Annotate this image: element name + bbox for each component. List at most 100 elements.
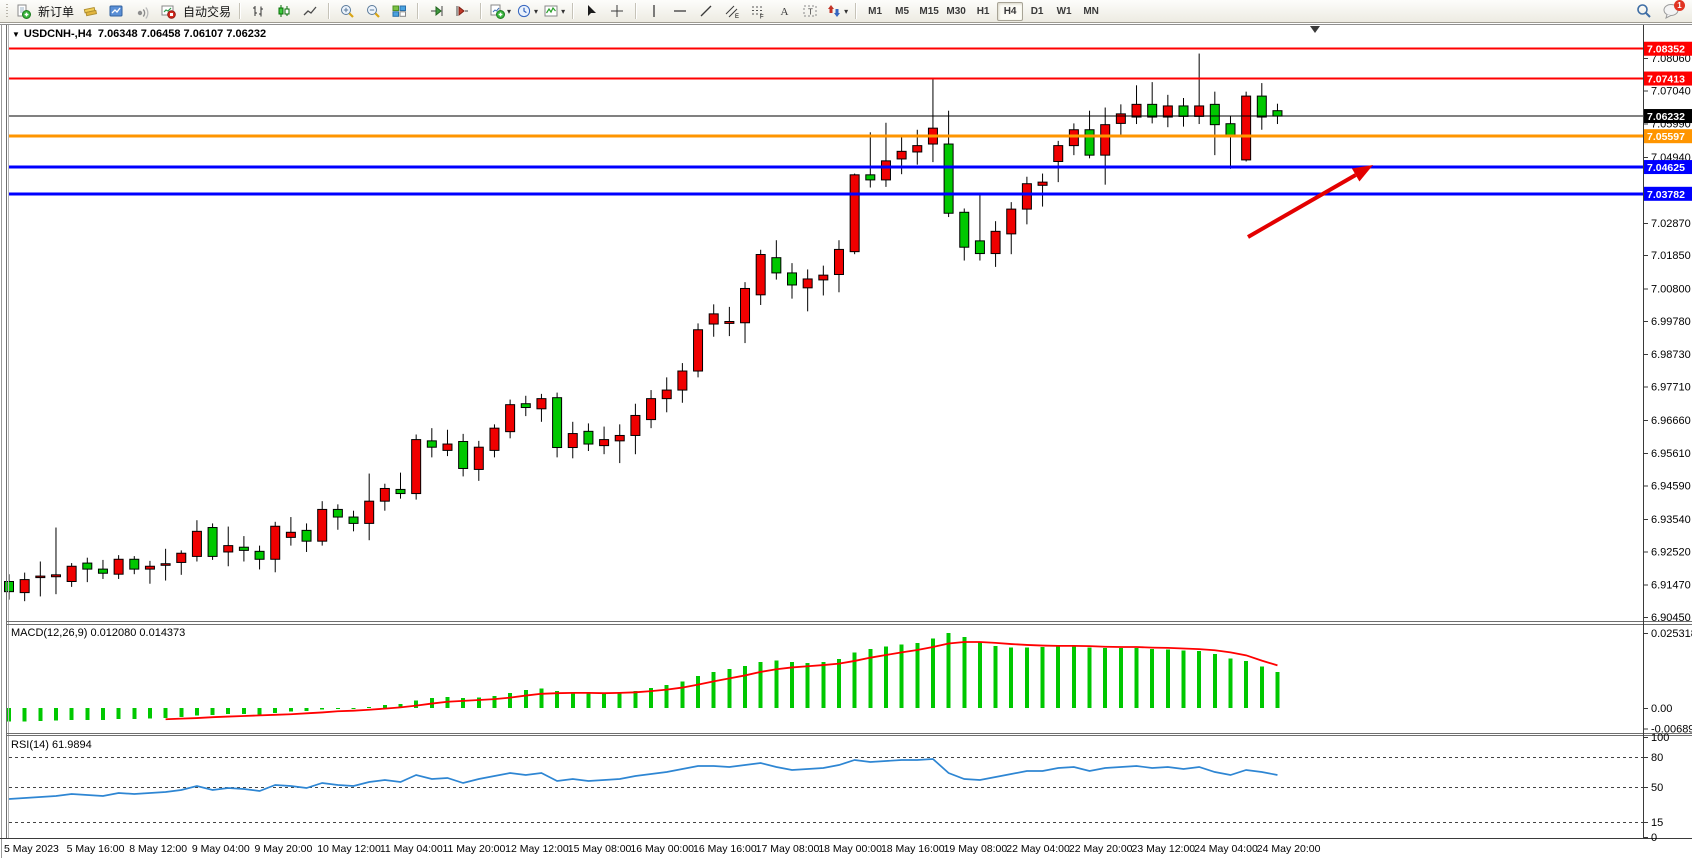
timeframe-h1-button[interactable]: H1 xyxy=(976,5,990,17)
timeframe-m30-button[interactable]: M30 xyxy=(946,5,966,17)
timeframe-m1-button[interactable]: M1 xyxy=(868,5,883,17)
arrows-tool-button[interactable]: ▾ xyxy=(824,1,850,22)
chart-shift-marker[interactable] xyxy=(1310,26,1320,33)
line-chart-mode-button[interactable] xyxy=(298,1,323,22)
price-badge xyxy=(1644,186,1692,201)
rsi-line xyxy=(8,758,1278,800)
time-axis-label: 24 May 20:00 xyxy=(1257,843,1321,855)
horizontal-line-tool-button[interactable] xyxy=(668,1,693,22)
clock-icon xyxy=(517,4,531,17)
price-badge xyxy=(1644,71,1692,86)
time-axis-label: 10 May 12:00 xyxy=(317,843,381,855)
symbol-dropdown-icon[interactable]: ▼ xyxy=(12,30,20,39)
timeframe-w1-button[interactable]: W1 xyxy=(1056,5,1072,17)
time-axis: 5 May 2023 5 May 16:00 8 May 12:00 9 May 04… xyxy=(4,843,1321,855)
auto-scroll-button[interactable] xyxy=(424,1,449,22)
trend-arrow-head[interactable] xyxy=(1351,165,1373,182)
new-order-label[interactable]: 新订单 xyxy=(38,4,75,19)
vertical-line-icon xyxy=(653,4,655,17)
tile-windows-button[interactable] xyxy=(387,1,412,22)
chart-quote-line: 7.06348 7.06458 7.06107 7.06232 xyxy=(97,28,267,40)
price-tick-label: 6.99780 xyxy=(1651,316,1691,328)
candlestick-mode-button[interactable] xyxy=(272,1,297,22)
timeframe-d1-button[interactable]: D1 xyxy=(1030,5,1044,17)
price-badge xyxy=(1644,129,1692,144)
profile-chart-button[interactable] xyxy=(104,1,129,22)
price-badge-label: 7.04625 xyxy=(1647,162,1685,174)
macd-scale-label: 0.025318 xyxy=(1651,628,1692,640)
price-badge-label: 7.03782 xyxy=(1647,189,1685,201)
autotrading-icon xyxy=(161,5,176,19)
autotrading-label[interactable]: 自动交易 xyxy=(183,4,232,19)
zoom-out-button[interactable] xyxy=(361,1,386,22)
signal-icon xyxy=(137,6,149,19)
trendline-icon xyxy=(700,5,712,16)
fibonacci-tool-button[interactable]: F xyxy=(746,1,771,22)
cursor-button[interactable] xyxy=(579,1,604,22)
vertical-line-tool-button[interactable] xyxy=(642,1,667,22)
chart-shift-button[interactable] xyxy=(450,1,475,22)
price-badge xyxy=(1644,160,1692,175)
search-icon xyxy=(1636,4,1651,18)
trendline-tool-button[interactable] xyxy=(694,1,719,22)
arrow-shapes-icon xyxy=(828,4,841,17)
time-axis-label: 17 May 08:00 xyxy=(756,843,820,855)
time-axis-label: 9 May 04:00 xyxy=(192,843,250,855)
timeframe-m5-button[interactable]: M5 xyxy=(895,5,910,17)
chevron-down-icon: ▾ xyxy=(844,6,849,16)
bar-chart-mode-button[interactable] xyxy=(246,1,271,22)
crosshair-button[interactable] xyxy=(605,1,630,22)
rsi-scale-label: 0 xyxy=(1651,832,1657,844)
chat-button[interactable]: 1 xyxy=(1662,0,1685,20)
time-axis-label: 11 May 20:00 xyxy=(442,843,505,855)
timeframe-h4-button[interactable]: H4 xyxy=(997,1,1024,21)
price-badges: 7.08352 7.07413 7.06232 7.05597 7.04625 7.037… xyxy=(1644,41,1692,201)
autotrading-button[interactable] xyxy=(156,1,181,22)
toolbar-separator xyxy=(635,3,638,19)
market-watch-button[interactable] xyxy=(78,1,103,22)
toolbar-separator xyxy=(572,3,575,19)
chart-symbol: USDCNH-,H4 xyxy=(23,28,92,40)
periods-button[interactable]: ▾ xyxy=(514,1,540,22)
crosshair-icon xyxy=(611,4,624,17)
line-chart-icon xyxy=(303,6,317,15)
toolbar-grip[interactable] xyxy=(6,3,8,19)
price-badge-label: 7.05597 xyxy=(1647,131,1685,143)
price-tick-label: 6.92520 xyxy=(1651,546,1691,558)
trend-arrow-line[interactable] xyxy=(1247,173,1357,239)
time-axis-label: 12 May 12:00 xyxy=(505,843,569,855)
auto-scroll-icon xyxy=(431,5,443,16)
level-lines xyxy=(9,47,1643,196)
chevron-down-icon: ▾ xyxy=(507,6,512,16)
toolbar-separator xyxy=(480,3,483,19)
panel-borders xyxy=(0,24,1692,858)
label-tool-button[interactable]: T xyxy=(798,1,823,22)
indicators-button[interactable]: ▾ xyxy=(541,1,567,22)
price-tick-label: 7.00800 xyxy=(1651,283,1691,295)
price-badge-label: 7.08352 xyxy=(1647,44,1685,56)
chevron-down-icon: ▾ xyxy=(561,6,566,16)
zoom-in-button[interactable] xyxy=(335,1,360,22)
macd-scale-label: 0.00 xyxy=(1651,703,1672,715)
price-badge xyxy=(1644,41,1692,56)
svg-text:A: A xyxy=(781,6,789,18)
time-axis-label: 22 May 20:00 xyxy=(1069,843,1133,855)
timeframe-m15-button[interactable]: M15 xyxy=(919,5,939,17)
new-chart-button[interactable]: ▾ xyxy=(487,1,513,22)
toolbar-separator xyxy=(239,3,242,19)
rsi-scale-label: 50 xyxy=(1651,782,1663,794)
chart-shift-icon xyxy=(456,5,469,16)
signal-button[interactable] xyxy=(130,1,155,22)
timeframe-mn-button[interactable]: MN xyxy=(1083,5,1099,17)
search-button[interactable] xyxy=(1631,1,1656,22)
main-toolbar: 新订单 自动交易 ▾ ▾ xyxy=(0,0,1692,23)
channel-tool-button[interactable]: E xyxy=(720,1,745,22)
cursor-arrow-icon xyxy=(588,4,597,16)
text-tool-button[interactable]: A xyxy=(772,1,797,22)
fibonacci-icon: F xyxy=(752,6,764,20)
time-axis-label: 9 May 20:00 xyxy=(255,843,313,855)
time-axis-label: 22 May 04:00 xyxy=(1006,843,1070,855)
time-axis-label: 15 May 08:00 xyxy=(568,843,632,855)
new-order-button[interactable] xyxy=(11,1,36,22)
